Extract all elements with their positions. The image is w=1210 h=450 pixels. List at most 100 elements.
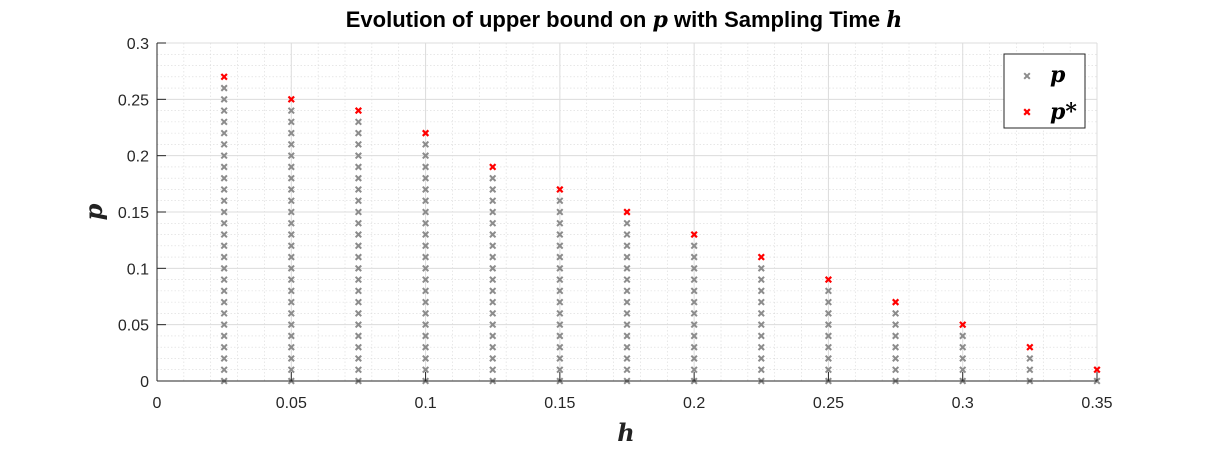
data-point-p [422,231,430,239]
data-point-p [287,231,295,239]
data-point-p [422,242,430,250]
data-point-p-star [1026,343,1034,351]
legend-marker-p-star-cross [1023,108,1031,116]
data-point-p [556,276,564,284]
data-point-p [959,354,967,362]
data-point-p [220,253,228,261]
data-point-p [489,276,497,284]
y-tick-label: 0.05 [118,318,149,335]
data-point-p [422,208,430,216]
data-point-p [757,298,765,306]
data-point-p [422,287,430,295]
data-point-p [690,264,698,272]
data-point-p-star [959,321,967,329]
data-point-p [287,354,295,362]
data-point-p [354,219,362,227]
data-point-p [824,321,832,329]
data-point-p [287,219,295,227]
data-point-p [354,185,362,193]
data-point-p [287,298,295,306]
data-point-p [287,163,295,171]
x-tick-label: 0 [153,395,162,412]
data-point-p [354,140,362,148]
data-point-p [287,107,295,115]
data-point-p [824,287,832,295]
data-point-p [824,298,832,306]
data-point-p [220,152,228,160]
data-point-p [623,242,631,250]
data-point-p-star [1093,366,1101,374]
data-point-p [287,309,295,317]
data-point-p [354,208,362,216]
data-point-p [354,231,362,239]
data-point-p-star [220,73,228,81]
data-point-p [489,197,497,205]
data-point-p [489,321,497,329]
data-point-p [422,298,430,306]
data-point-p [489,343,497,351]
data-point-p [690,332,698,340]
data-point-p-star [421,129,430,137]
data-point-p-star [824,276,833,284]
data-point-p [220,107,228,115]
data-point-p [757,332,765,340]
data-point-p [220,185,228,193]
data-point-p [489,208,497,216]
data-point-p [757,354,765,362]
data-point-p [892,332,900,340]
data-point-p [422,343,430,351]
data-point-p [489,366,497,374]
legend-label-p-star: p* [1050,99,1077,125]
data-point-p [354,129,362,137]
data-point-p [422,140,430,148]
data-point-p [287,118,295,126]
data-point-p [422,152,430,160]
data-point-p [422,197,430,205]
data-point-p [556,366,564,374]
data-point-p [623,298,631,306]
data-point-p [623,231,631,239]
x-tick-label: 0.05 [276,395,307,412]
data-point-p [220,332,228,340]
data-point-p [489,264,497,272]
data-point-p [757,309,765,317]
data-point-p [220,231,228,239]
x-tick-label: 0.1 [414,395,436,412]
data-point-p [220,118,228,126]
data-point-p [354,174,362,182]
data-point-p [354,264,362,272]
data-point-p [556,287,564,295]
data-point-p [556,332,564,340]
data-point-p [623,219,631,227]
data-point-p [556,253,564,261]
data-point-p [489,174,497,182]
data-point-p [354,152,362,160]
data-point-p-star [287,95,295,103]
data-point-p [287,197,295,205]
data-point-p [287,276,295,284]
data-point-p [623,309,631,317]
data-point-p [220,219,228,227]
data-point-p [422,332,430,340]
data-point-p [422,163,430,171]
data-point-p [354,354,362,362]
data-point-p [892,321,900,329]
data-point-p [690,366,698,374]
data-point-p [422,321,430,329]
data-point-p [489,287,497,295]
y-tick-label: 0.25 [118,92,149,109]
data-point-p [959,332,967,340]
data-point-p [556,208,564,216]
data-point-p [220,321,228,329]
data-point-p [354,332,362,340]
data-point-p [422,185,430,193]
data-point-p [690,309,698,317]
series-p-markers [220,84,1101,385]
y-tick-label: 0.1 [127,261,149,278]
data-point-p [623,343,631,351]
data-point-p [623,321,631,329]
data-point-p [220,174,228,182]
data-point-p-star [891,298,900,306]
data-point-p [220,366,228,374]
data-point-p [556,231,564,239]
